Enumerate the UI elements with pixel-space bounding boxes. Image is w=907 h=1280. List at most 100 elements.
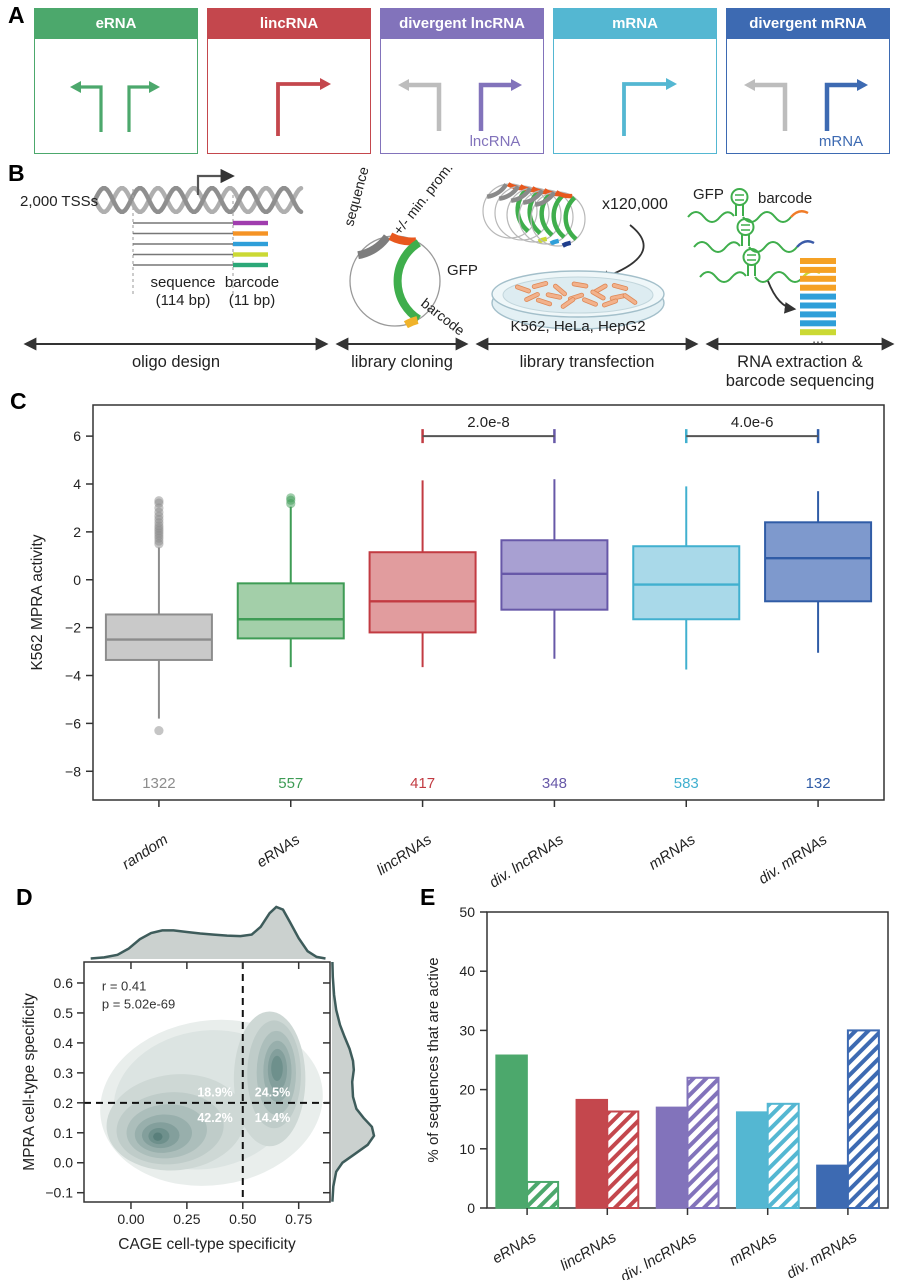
y-tick-label: −2 [65, 620, 81, 636]
rna-barcode-tail [790, 210, 809, 218]
x-category-label: random [119, 831, 171, 873]
dish-cell [535, 297, 553, 307]
bent-arrow [81, 85, 103, 132]
x-tick-label: 0.50 [229, 1211, 256, 1227]
count-label: 583 [674, 775, 699, 792]
bent-arrow [755, 82, 788, 131]
y-axis-label: MPRA cell-type specificity [21, 993, 38, 1171]
dish-cell [582, 297, 598, 307]
stage-label: library transfection [520, 353, 655, 371]
rna-hairpin-loop [742, 248, 761, 266]
bar-solid [735, 1111, 769, 1209]
bent-arrow [409, 82, 442, 131]
panel-label-e: E [420, 884, 436, 910]
contour-group [100, 1011, 323, 1186]
box [236, 582, 345, 640]
stack-sequence-arc [534, 190, 557, 207]
significance-pvalue: 4.0e-6 [731, 414, 774, 431]
y-tick-label: 30 [459, 1022, 475, 1038]
oligo-barcode-tip [233, 262, 268, 268]
arrowhead [149, 81, 160, 93]
y-tick-label: 0 [73, 572, 81, 588]
class-arrows-svg [622, 78, 677, 136]
bent-arrow [824, 82, 857, 131]
library-size-label: x120,000 [602, 196, 668, 213]
dish-cell [560, 297, 576, 309]
stage-label: barcode sequencing [726, 372, 875, 390]
plasmid-sequence-arc [357, 234, 391, 260]
panel-e-barchart: 0 10 20 30 40 50 % of sequences that are activ… [425, 904, 889, 1280]
class-box-title: mRNA [554, 9, 716, 39]
arrowhead [666, 78, 677, 90]
plot-frame [92, 404, 885, 801]
box [632, 545, 741, 621]
rna-barcode-label: barcode [758, 190, 812, 207]
box [764, 521, 873, 603]
rna-barcode-tail [796, 240, 815, 248]
stack-sequence-arc [486, 182, 509, 199]
panel-a: eRNA lincRNA divergent lncRNA lncRNA mRNA div… [34, 8, 890, 154]
stage-label: oligo design [132, 353, 220, 371]
count-label: 417 [410, 775, 435, 792]
stack-barcode-tick [549, 238, 560, 246]
quadrant-pct-bottom-right: 14.4% [255, 1111, 290, 1125]
bar-hatched [766, 1102, 800, 1209]
count-label: 348 [542, 775, 567, 792]
rna-squiggle [699, 271, 747, 283]
plasmid-gfp-arc [393, 239, 422, 323]
cell-lines-label: K562, HeLa, HepG2 [510, 318, 645, 335]
x-tick-label: 0.00 [117, 1211, 144, 1227]
dish-cell [545, 292, 563, 300]
y-tick-label: 4 [73, 476, 81, 492]
stack-gfp-arc [551, 194, 566, 239]
panel-label-c: C [10, 388, 27, 414]
class-box-title: eRNA [35, 9, 197, 39]
arrowhead [70, 81, 81, 93]
class-sublabel: lncRNA [470, 133, 521, 150]
count-label: 557 [278, 775, 303, 792]
class-box-title: divergent mRNA [727, 9, 889, 39]
dish-cell [601, 298, 619, 308]
outlier-point [154, 496, 164, 506]
class-box-diagram [35, 39, 197, 153]
y-tick-label: 0 [467, 1200, 475, 1216]
stack-promoter-arc [554, 190, 573, 199]
y-tick-label: 0.5 [54, 1005, 74, 1021]
x-tick-label: 0.75 [285, 1211, 312, 1227]
right-marginal-curve [331, 961, 376, 1202]
stage-label: library cloning [351, 353, 453, 371]
panel-d-density-plot: 18.9% 24.5% 42.2% 14.4% 0.00 0.25 0.50 0.75 −0.1… [21, 905, 376, 1253]
bar-solid [655, 1106, 689, 1209]
dish-cell [571, 281, 589, 289]
stack-sequence-arc [498, 184, 521, 201]
quadrant-pct-bottom-left: 42.2% [197, 1111, 232, 1125]
box [368, 551, 477, 634]
stack-sequence-arc [510, 186, 533, 203]
y-tick-label: 10 [459, 1141, 475, 1157]
plot-frame [83, 961, 331, 1203]
dish-cell [553, 283, 567, 297]
x-category-label: lincRNAs [557, 1228, 619, 1274]
x-category-label: mRNAs [646, 831, 699, 874]
stack-sequence-arc [522, 188, 545, 205]
outlier-point [154, 725, 164, 736]
class-box-divergent-mRNA: divergent mRNA mRNA [726, 8, 890, 154]
rna-squiggle [754, 271, 804, 283]
class-box-divergent-lncRNA: divergent lncRNA lncRNA [380, 8, 544, 154]
rna-hairpin-loop [730, 188, 749, 206]
bar-hatched [526, 1180, 560, 1209]
rna-gfp-label: GFP [693, 186, 724, 203]
rna-squiggle [693, 241, 741, 253]
class-box-diagram: lncRNA [381, 39, 543, 153]
x-tick-label: 0.25 [173, 1211, 200, 1227]
y-tick-label: 0.3 [54, 1065, 74, 1081]
class-box-title: divergent lncRNA [381, 9, 543, 39]
count-label: 1322 [142, 775, 175, 792]
bent-arrow [478, 82, 511, 131]
x-axis-label: CAGE cell-type specificity [118, 1236, 296, 1253]
bar-hatched [606, 1110, 640, 1209]
class-arrows-svg [276, 78, 331, 136]
x-category-label: eRNAs [254, 831, 304, 871]
